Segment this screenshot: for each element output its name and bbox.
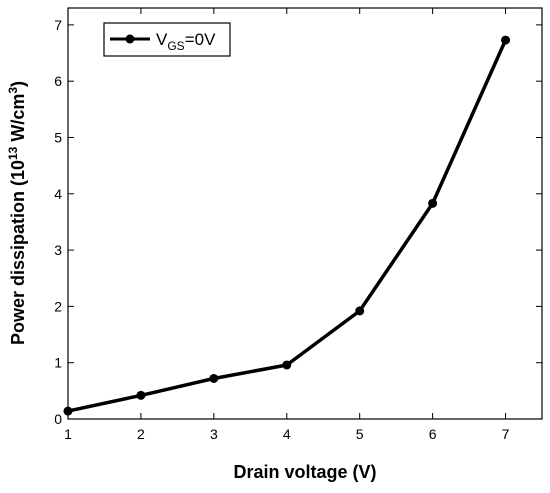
x-tick-label: 1: [64, 426, 72, 442]
y-tick-label: 2: [54, 298, 62, 314]
data-point: [209, 373, 219, 383]
data-point: [355, 306, 365, 316]
legend: VGS=0V: [103, 22, 231, 57]
y-axis-title: Power dissipation (1013 W/cm3): [6, 81, 28, 345]
y-tick-label: 4: [54, 186, 62, 202]
y-tick-label: 0: [54, 411, 62, 427]
y-tick-label: 5: [54, 129, 62, 145]
y-tick-label: 1: [54, 355, 62, 371]
series-line: [67, 39, 508, 413]
y-tick-label: 7: [54, 17, 62, 33]
x-tick-label: 2: [137, 426, 145, 442]
data-point: [428, 198, 438, 208]
y-tick-label: 6: [54, 73, 62, 89]
legend-marker-swatch: [125, 34, 135, 44]
series-layer: [63, 35, 511, 416]
y-tick-label: 3: [54, 242, 62, 258]
data-point: [282, 360, 292, 370]
data-point: [501, 35, 511, 45]
x-tick-label: 6: [429, 426, 437, 442]
plot-frame: [67, 7, 543, 420]
axis-ticks: [67, 8, 542, 420]
x-axis-title: Drain voltage (V): [233, 462, 376, 482]
x-tick-label: 5: [356, 426, 364, 442]
x-tick-label: 7: [502, 426, 510, 442]
x-tick-label: 3: [210, 426, 218, 442]
data-point: [136, 390, 146, 400]
x-tick-label: 4: [283, 426, 291, 442]
legend-label: VGS=0V: [156, 30, 216, 53]
data-point: [63, 406, 73, 416]
